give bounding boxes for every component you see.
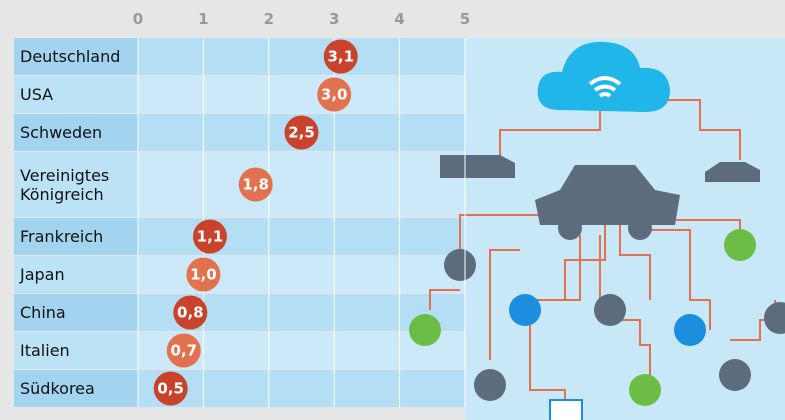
category-label: China: [20, 294, 132, 331]
wrench-icon: [509, 294, 541, 326]
value-label: 0,7: [170, 342, 197, 360]
value-label: 2,5: [288, 124, 315, 142]
category-label: USA: [20, 76, 132, 113]
music-icon: [674, 314, 706, 346]
phone-icon: [719, 359, 751, 391]
x-tick-label: 2: [264, 10, 274, 28]
category-label: Südkorea: [20, 370, 132, 407]
mic-icon: [474, 369, 506, 401]
x-tick-label: 0: [133, 10, 143, 28]
category-label: Frankreich: [20, 218, 132, 255]
speaker-icon: [444, 249, 476, 281]
value-label: 3,0: [321, 86, 348, 104]
category-label: Italien: [20, 332, 132, 369]
value-label: 1,8: [242, 176, 269, 194]
x-tick-label: 1: [198, 10, 208, 28]
value-label: 3,1: [327, 48, 354, 66]
page: 0 1 2 3 4 5 3,1 3,0 2,5 1,8 1,1 1,0 0,8 0,7 0,5 Deutsc…: [0, 0, 785, 420]
x-tick-label: 3: [329, 10, 339, 28]
quote-icon: [409, 314, 441, 346]
category-label: Schweden: [20, 114, 132, 151]
value-label: 0,5: [157, 380, 184, 398]
car-wheel: [628, 216, 652, 240]
category-label: Japan: [20, 256, 132, 293]
weather-icon: [724, 229, 756, 261]
value-label: 0,8: [177, 304, 204, 322]
search-icon: [629, 374, 661, 406]
car-wheel: [558, 216, 582, 240]
category-label: Vereinigtes Königreich: [20, 152, 132, 217]
value-label: 1,0: [190, 266, 217, 284]
x-tick-label: 5: [460, 10, 470, 28]
x-tick-label: 4: [394, 10, 404, 28]
van-icon: [440, 155, 515, 178]
pin-icon: [594, 294, 626, 326]
mail-icon: [550, 400, 582, 420]
category-label: Deutschland: [20, 38, 132, 75]
value-label: 1,1: [197, 228, 224, 246]
